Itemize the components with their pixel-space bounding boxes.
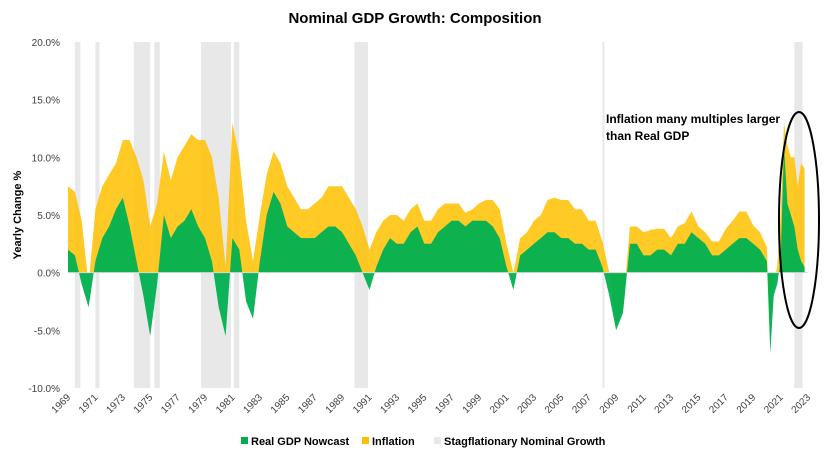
highlight-ellipse (778, 111, 820, 329)
x-tick-label: 2003 (516, 392, 540, 416)
x-tick-label: 2005 (543, 392, 567, 416)
y-tick-label: 5.0% (37, 211, 60, 222)
area-series (68, 122, 805, 354)
legend-swatch-stagflation (434, 437, 441, 444)
y-axis-label: Yearly Change % (12, 170, 24, 259)
x-tick-label: 1995 (406, 392, 430, 416)
legend: Real GDP Nowcast Inflation Stagflationar… (241, 436, 606, 448)
real-gdp-area (68, 145, 805, 354)
x-tick-label: 1993 (378, 392, 402, 416)
x-tick-label: 1981 (214, 392, 238, 416)
x-tick-label: 2009 (598, 392, 622, 416)
x-tick-label: 1985 (269, 392, 293, 416)
x-tick-label: 1989 (324, 392, 348, 416)
legend-label-stagflation: Stagflationary Nominal Growth (444, 436, 606, 448)
x-tick-label: 2007 (570, 392, 594, 416)
x-tick-label: 1973 (104, 392, 128, 416)
y-tick-label: 0.0% (37, 269, 60, 280)
annotation: Inflation many multiples larger than Rea… (606, 111, 820, 329)
x-tick-label: 1997 (433, 392, 457, 416)
y-tick-label: 15.0% (32, 96, 60, 107)
annotation-line-1: Inflation many multiples larger (606, 112, 780, 126)
stagflation-band (602, 42, 605, 388)
x-tick-label: 1987 (296, 392, 320, 416)
y-tick-label: 20.0% (32, 38, 60, 49)
x-tick-label: 2023 (790, 392, 814, 416)
x-axis: 1969 1971 1973 1975 1977 1979 1981 1983 1985 1987… (50, 392, 814, 416)
x-tick-label: 2019 (735, 392, 759, 416)
x-tick-label: 2015 (680, 392, 704, 416)
x-tick-label: 2001 (488, 392, 512, 416)
x-tick-label: 2013 (653, 392, 677, 416)
x-tick-label: 1975 (132, 392, 156, 416)
x-tick-label: 1969 (50, 392, 74, 416)
legend-label-inflation: Inflation (372, 436, 415, 448)
x-tick-label: 2017 (707, 392, 731, 416)
x-tick-label: 1979 (187, 392, 211, 416)
y-axis: 20.0% 15.0% 10.0% 5.0% 0.0% -5.0% -10.0% (28, 38, 60, 395)
x-tick-label: 1971 (77, 392, 101, 416)
y-tick-label: -5.0% (34, 326, 60, 337)
legend-label-real-gdp: Real GDP Nowcast (251, 436, 350, 448)
chart-title: Nominal GDP Growth: Composition (288, 10, 541, 27)
x-tick-label: 2011 (626, 392, 649, 415)
legend-swatch-inflation (362, 437, 369, 444)
y-tick-label: -10.0% (28, 384, 60, 395)
legend-swatch-real-gdp (241, 437, 248, 444)
x-tick-label: 1977 (159, 392, 183, 416)
y-tick-label: 10.0% (32, 153, 60, 164)
x-tick-label: 1983 (241, 392, 265, 416)
x-tick-label: 1991 (351, 392, 375, 416)
stagflation-band (354, 42, 369, 388)
x-tick-label: 1999 (461, 392, 485, 416)
annotation-line-2: than Real GDP (606, 129, 689, 143)
x-tick-label: 2021 (762, 392, 786, 416)
